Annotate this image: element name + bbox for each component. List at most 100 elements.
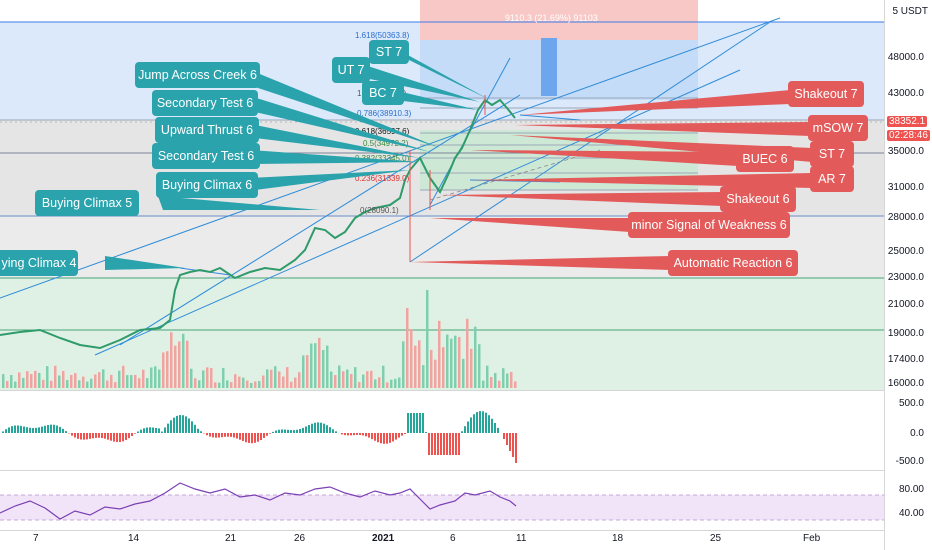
macd-bar (269, 433, 271, 434)
macd-bar (155, 427, 157, 433)
red-zone-top (420, 0, 698, 40)
volume-bar (130, 375, 133, 388)
price-tick-43000: 43000.0 (887, 88, 924, 99)
volume-bar (446, 334, 449, 388)
callout-shakeout-7[interactable]: Shakeout 7 (788, 81, 864, 107)
currency-label[interactable]: 5 USDT (892, 6, 928, 17)
volume-bar (358, 382, 361, 388)
callout-minor-sow[interactable]: minor Signal of Weakness 6 (628, 212, 790, 238)
volume-bar (150, 367, 153, 388)
volume-bar (490, 376, 493, 388)
macd-tick-0: 0.0 (910, 428, 924, 439)
callout-ar-7[interactable]: AR 7 (810, 166, 854, 192)
fib-0: 0(28090.1) (360, 206, 399, 215)
volume-bar (22, 377, 25, 388)
pane-separator-1[interactable] (0, 390, 884, 391)
volume-bar (298, 372, 301, 388)
macd-bar (74, 433, 76, 438)
macd-bar (278, 429, 280, 433)
macd-tick-neg500: -500.0 (895, 456, 924, 467)
macd-bar (95, 433, 97, 438)
volume-bar (42, 379, 45, 388)
macd-bar (440, 433, 442, 455)
macd-bar (347, 433, 349, 436)
macd-bar (461, 431, 463, 433)
macd-bar (248, 433, 250, 443)
macd-bar (413, 413, 415, 433)
rsi-band (0, 495, 884, 520)
macd-bar (56, 425, 58, 433)
volume-bar (454, 335, 457, 388)
volume-bar (282, 376, 285, 388)
macd-bar (62, 428, 64, 433)
callout-buying-climax-4[interactable]: ying Climax 4 (0, 250, 78, 276)
current-price-label: 38352.1 (887, 116, 928, 127)
time-label-11: 11 (516, 533, 527, 544)
volume-bar (154, 366, 157, 388)
price-axis[interactable]: 5 USDT 48000.0 43000.0 35000.0 31000.0 2… (884, 0, 932, 550)
macd-bar (254, 433, 256, 443)
volume-bar (34, 370, 37, 388)
callout-secondary-test-a[interactable]: Secondary Test 6 (152, 90, 258, 116)
macd-bar (251, 433, 253, 444)
volume-bar (38, 372, 41, 388)
callout-shakeout-6[interactable]: Shakeout 6 (720, 186, 796, 212)
time-axis[interactable] (0, 530, 884, 550)
callout-bc7[interactable]: BC 7 (362, 81, 404, 105)
volume-bar (2, 374, 5, 388)
volume-bar (510, 372, 513, 388)
callout-upward-thrust[interactable]: Upward Thrust 6 (155, 117, 259, 143)
macd-bar (110, 433, 112, 441)
time-label-18: 18 (612, 533, 624, 544)
volume-bar (482, 380, 485, 388)
macd-bar (11, 426, 13, 433)
callout-buying-climax-6[interactable]: Buying Climax 6 (156, 172, 258, 198)
macd-bar (353, 433, 355, 436)
macd-bar (71, 433, 73, 436)
volume-bar (514, 381, 517, 388)
macd-bar (119, 433, 121, 443)
volume-bar (6, 380, 9, 388)
macd-bar (350, 433, 352, 436)
time-label-feb: Feb (803, 533, 821, 544)
macd-bar (359, 433, 361, 436)
volume-bar (306, 355, 309, 388)
macd-bar (263, 433, 265, 438)
callout-st7-top[interactable]: ST 7 (369, 40, 409, 64)
macd-bar (191, 421, 193, 433)
volume-bar (258, 381, 261, 388)
volume-bar (402, 341, 405, 388)
callout-msow-7[interactable]: mSOW 7 (808, 115, 868, 141)
volume-bar (286, 367, 289, 388)
macd-bar (140, 429, 142, 433)
callout-automatic-reaction[interactable]: Automatic Reaction 6 (668, 250, 798, 276)
volume-bar (86, 381, 89, 388)
callout-buec-6[interactable]: BUEC 6 (736, 146, 794, 172)
pane-separator-2[interactable] (0, 470, 884, 471)
callout-ut7[interactable]: UT 7 (332, 57, 370, 83)
volume-bar (10, 375, 13, 388)
volume-bar (142, 369, 145, 388)
macd-bar (515, 433, 517, 463)
macd-histogram (2, 411, 517, 463)
price-tick-23000: 23000.0 (887, 272, 924, 283)
macd-bar (20, 425, 22, 433)
volume-bar (58, 375, 61, 388)
macd-bar (89, 433, 91, 439)
volume-bar (334, 375, 337, 388)
volume-bar (182, 333, 185, 388)
volume-bar (270, 369, 273, 388)
macd-bar (473, 414, 475, 433)
macd-bar (431, 433, 433, 455)
rsi-lines (0, 482, 884, 521)
macd-bar (146, 427, 148, 433)
macd-bar (404, 433, 406, 434)
volume-bar (386, 382, 389, 388)
callout-secondary-test-b[interactable]: Secondary Test 6 (152, 143, 260, 169)
callout-buying-climax-5[interactable]: Buying Climax 5 (35, 190, 139, 216)
volume-bar (170, 332, 173, 388)
volume-bar (14, 381, 17, 388)
callout-jump-across-creek[interactable]: Jump Across Creek 6 (135, 62, 260, 88)
volume-bar (186, 340, 189, 388)
callout-st7-right[interactable]: ST 7 (810, 141, 854, 167)
